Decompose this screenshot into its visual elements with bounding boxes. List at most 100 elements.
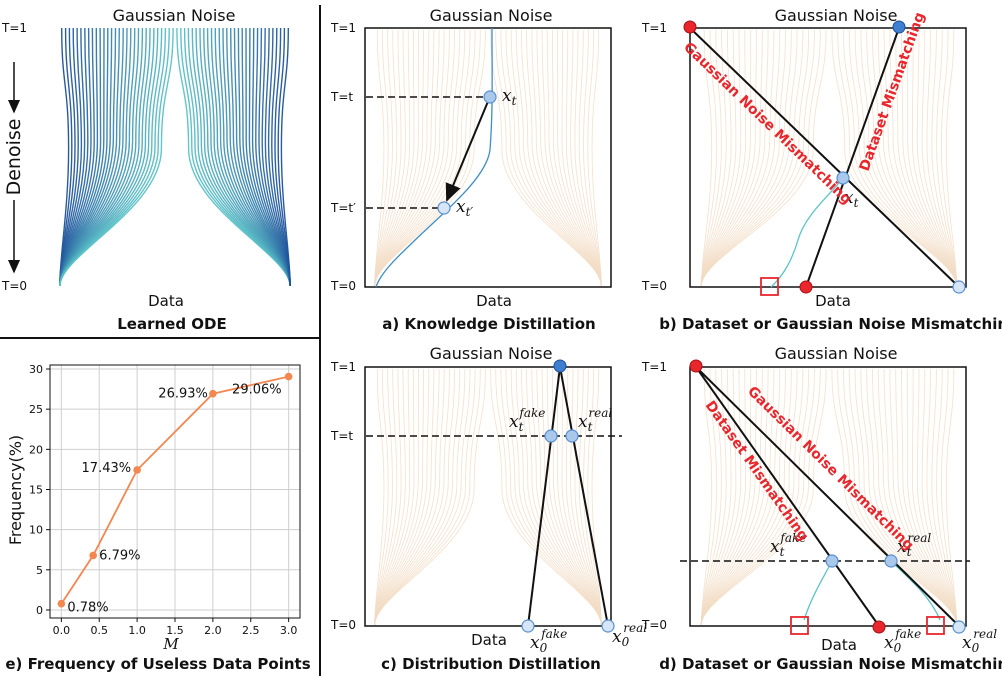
trajectory-curve — [848, 29, 958, 287]
panel-a-background-trajectories — [374, 29, 602, 287]
panel-a-caption: a) Knowledge Distillation — [382, 315, 595, 333]
trajectory-curve — [570, 29, 602, 287]
panel-c: Gaussian Noise T=1 T=t T=0 xtfake xtreal… — [330, 344, 647, 673]
chart-xtick-label: 2.5 — [242, 624, 260, 637]
trajectory-curve — [374, 29, 430, 287]
trajectory-curve — [911, 368, 958, 626]
panel-b: Gaussian Noise T=1 T=0 xt Gaussian Noise… — [641, 6, 1002, 333]
chart-ytick-label: 10 — [29, 524, 43, 537]
panel-b-frame — [689, 27, 967, 288]
trajectory-curve — [374, 29, 398, 287]
panel-d-trajectory-left — [803, 560, 833, 621]
trajectory-curve — [700, 29, 815, 287]
trajectory-curve — [700, 368, 775, 626]
trajectory-curve — [561, 29, 602, 287]
panel-c-title: Gaussian Noise — [430, 344, 553, 363]
ode-t1-label: T=1 — [1, 21, 27, 35]
panel-e-caption: e) Frequency of Useless Data Points — [5, 655, 310, 673]
trajectory-curve — [921, 29, 958, 287]
trajectory-curve — [374, 368, 440, 626]
trajectory-curve — [500, 29, 602, 287]
trajectory-curve — [700, 368, 815, 626]
trajectory-curve — [700, 368, 757, 626]
trajectory-curve — [700, 29, 757, 287]
trajectory-curve — [843, 368, 958, 626]
trajectory-curve — [374, 368, 398, 626]
panel-c-node-x0-real — [601, 619, 615, 633]
panel-d-caption: d) Dataset or Gaussian Noise Mismatching — [659, 655, 1002, 673]
trajectory-curve — [59, 27, 83, 287]
trajectory-curve — [860, 29, 958, 287]
trajectory-curve — [490, 29, 602, 287]
trajectory-curve — [700, 368, 763, 626]
trajectory-curve — [59, 27, 70, 287]
trajectory-curve — [889, 368, 958, 626]
trajectory-curve — [374, 368, 389, 626]
trajectory-curve — [837, 368, 958, 626]
denoise-label: Denoise — [3, 119, 25, 196]
panel-b-t1-label: T=1 — [641, 21, 667, 35]
trajectory-curve — [931, 368, 958, 626]
trajectory-curve — [848, 368, 958, 626]
trajectory-curve — [578, 29, 602, 287]
panel-a-t0-label: T=0 — [330, 279, 356, 293]
frequency-chart: 0.0 0.5 1.0 1.5 2.0 2.5 3.0 0 5 10 15 20 25 30 0.78% 6.… — [29, 363, 301, 637]
trajectory-curve — [374, 29, 455, 287]
trajectory-curve — [895, 29, 958, 287]
trajectory-curve — [591, 29, 602, 287]
trajectory-curve — [700, 29, 786, 287]
panel-b-caption: b) Dataset or Gaussian Noise Mismatching — [659, 315, 1002, 333]
trajectory-curve — [700, 368, 747, 626]
trajectory-curve — [700, 29, 798, 287]
trajectory-curve — [931, 29, 958, 287]
chart-data-point — [133, 466, 141, 474]
chart-ytick-label: 30 — [29, 363, 43, 376]
panel-d-node-noise-red — [689, 359, 703, 373]
panel-c-node-xt-real — [565, 429, 579, 443]
panel-c-data-label: Data — [471, 631, 507, 649]
trajectory-curve — [59, 27, 73, 287]
trajectory-curve — [374, 29, 415, 287]
trajectory-curve — [700, 29, 727, 287]
trajectory-curve — [541, 29, 602, 287]
trajectory-curve — [280, 27, 291, 287]
chart-data-label: 0.78% — [67, 601, 108, 616]
trajectory-curve — [531, 368, 602, 626]
trajectory-curve — [872, 29, 958, 287]
trajectory-curve — [854, 29, 958, 287]
trajectory-curve — [700, 368, 713, 626]
chart-xtick-label: 0.5 — [90, 624, 108, 637]
trajectory-curve — [374, 29, 486, 287]
panel-d-t0-label: T=0 — [641, 618, 667, 632]
panel-c-caption: c) Distribution Distillation — [381, 655, 601, 673]
panel-d-x0-fake-label: x0fake — [884, 627, 921, 655]
trajectory-curve — [374, 29, 440, 287]
panel-b-node-data-red — [799, 280, 813, 294]
trajectory-curve — [374, 29, 385, 287]
panel-d-x0-real-label: x0real — [962, 627, 997, 655]
panel-a-distill-arrow — [445, 98, 490, 202]
panel-c-node-xt-fake — [544, 429, 558, 443]
trajectory-curve — [374, 368, 402, 626]
trajectory-curve — [854, 368, 958, 626]
panel-b-red-square — [760, 277, 779, 296]
trajectory-curve — [916, 29, 958, 287]
trajectory-curve — [906, 29, 958, 287]
trajectory-curve — [500, 368, 602, 626]
trajectory-curve — [374, 29, 389, 287]
panel-b-data-label: Data — [815, 292, 851, 310]
trajectory-curve — [374, 29, 402, 287]
trajectory-curve — [374, 368, 450, 626]
trajectory-curve — [583, 368, 602, 626]
chart-data-point — [209, 389, 217, 398]
panel-d-background-trajectories — [700, 368, 958, 626]
trajectory-curve — [374, 368, 385, 626]
trajectory-curve — [883, 29, 958, 287]
trajectory-curve — [843, 29, 958, 287]
panel-a-trajectory — [375, 27, 493, 288]
trajectory-curve — [505, 368, 602, 626]
panel-a-data-label: Data — [476, 292, 512, 310]
trajectory-curve — [866, 368, 958, 626]
trajectory-curve — [551, 368, 602, 626]
trajectory-curve — [59, 27, 76, 287]
